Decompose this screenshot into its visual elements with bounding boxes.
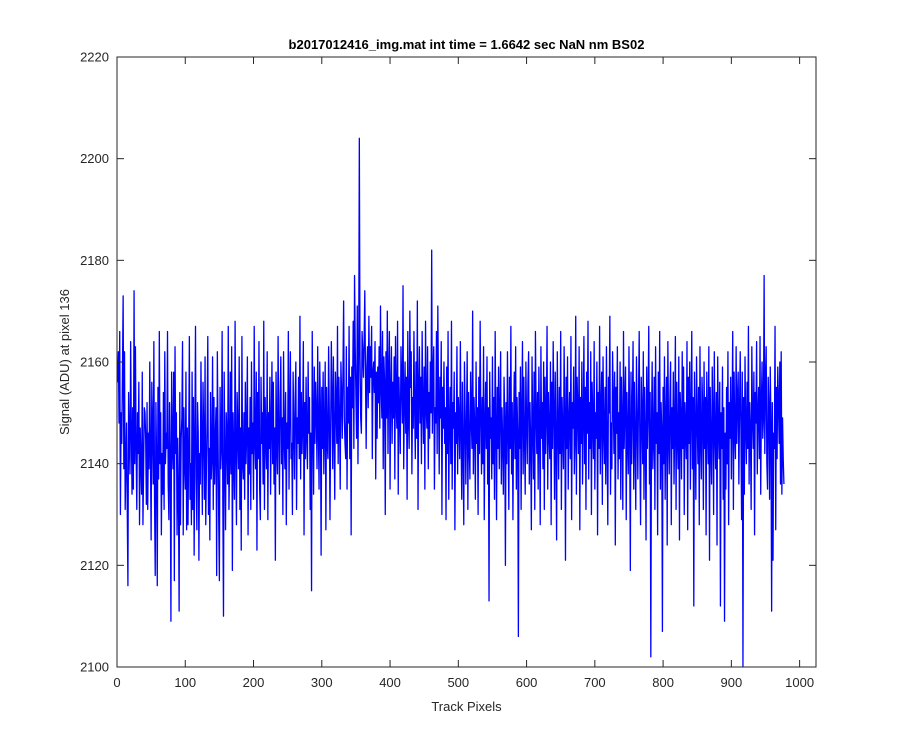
x-tick-label: 300 [311, 675, 333, 690]
series-line-0 [117, 137, 785, 668]
x-tick-label: 100 [174, 675, 196, 690]
y-tick-label: 2200 [80, 151, 109, 166]
y-tick-label: 2180 [80, 253, 109, 268]
x-tick-label: 400 [379, 675, 401, 690]
x-tick-label: 500 [447, 675, 469, 690]
y-tick-label: 2100 [80, 660, 109, 675]
x-axis-label: Track Pixels [431, 699, 502, 714]
x-tick-label: 200 [243, 675, 265, 690]
x-tick-label: 700 [584, 675, 606, 690]
y-tick-label: 2140 [80, 456, 109, 471]
y-tick-label: 2120 [80, 558, 109, 573]
x-tick-label: 900 [721, 675, 743, 690]
chart-title: b2017012416_img.mat int time = 1.6642 se… [289, 37, 645, 52]
data-layer [117, 137, 785, 668]
y-tick-label: 2160 [80, 355, 109, 370]
y-tick-label: 2220 [80, 50, 109, 65]
x-tick-label: 600 [516, 675, 538, 690]
x-tick-label: 0 [113, 675, 120, 690]
x-tick-label: 800 [652, 675, 674, 690]
x-tick-label: 1000 [785, 675, 814, 690]
ticks-layer: 0 100 200 300 400 500 600 700 800 900 1000 2100 2120… [80, 50, 816, 690]
y-axis-label: Signal (ADU) at pixel 136 [57, 289, 72, 435]
